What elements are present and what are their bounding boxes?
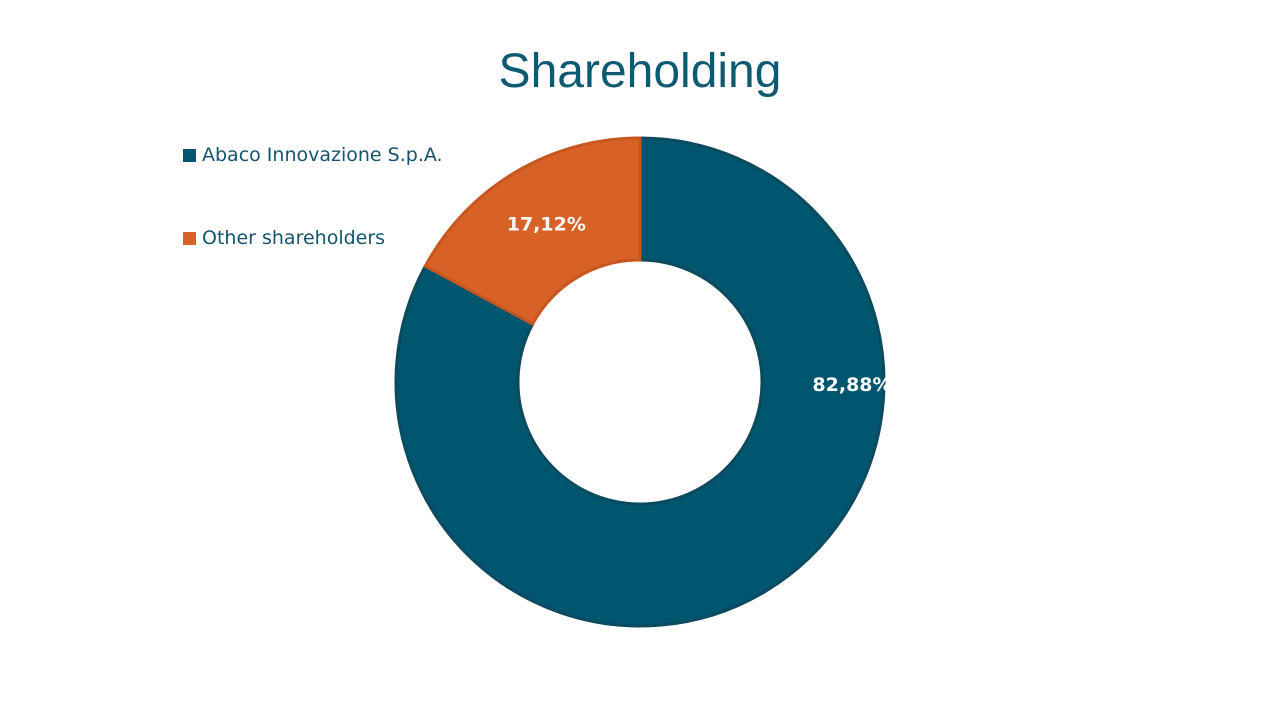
legend-label-abaco: Abaco Innovazione S.p.A. (202, 144, 443, 166)
donut-slice-other (423, 136, 642, 326)
legend-label-other: Other shareholders (202, 227, 386, 249)
legend-swatch-other (183, 231, 196, 245)
donut-slice-abaco (394, 136, 886, 628)
legend-item-other: Other shareholders (183, 225, 385, 251)
data-label-abaco: 82,88% (812, 374, 891, 396)
data-label-other: 17,12% (507, 213, 586, 235)
legend-swatch-abaco (183, 148, 196, 162)
donut-slices (394, 136, 886, 628)
donut-labels: 82,88% 17,12% (507, 213, 892, 396)
chart-title: Shareholding (498, 45, 782, 98)
legend-item-abaco: Abaco Innovazione S.p.A. (183, 142, 443, 168)
